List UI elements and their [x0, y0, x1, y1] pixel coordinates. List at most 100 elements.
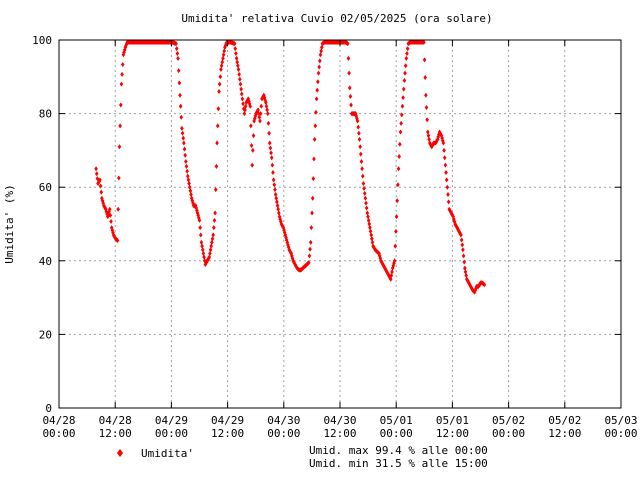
data-point: [360, 173, 365, 179]
data-point: [464, 273, 468, 279]
grid-lines: [59, 40, 621, 408]
data-point: [222, 48, 227, 54]
data-point: [396, 166, 401, 172]
x-tick-date: 04/29: [211, 414, 244, 427]
data-point: [482, 282, 487, 288]
data-point: [362, 185, 366, 191]
data-point: [224, 41, 228, 47]
data-point: [368, 228, 373, 234]
data-point: [186, 177, 191, 183]
data-point: [248, 103, 253, 109]
data-point: [178, 92, 182, 98]
data-point: [179, 114, 184, 120]
data-point: [236, 63, 240, 69]
data-point: [363, 195, 368, 201]
data-point: [277, 210, 281, 216]
data-point: [393, 243, 398, 249]
data-point: [208, 250, 212, 256]
data-point: [199, 239, 204, 245]
data-point: [319, 44, 324, 50]
data-point: [402, 77, 407, 83]
y-tick-label: 100: [32, 34, 52, 47]
data-point: [209, 243, 214, 249]
data-point: [394, 228, 398, 234]
data-point: [446, 192, 450, 198]
data-point: [459, 232, 463, 238]
legend-label: Umidita': [141, 447, 194, 460]
data-point: [474, 285, 478, 291]
x-tick-time: 12:00: [323, 427, 356, 440]
data-point: [366, 214, 370, 220]
data-point: [346, 41, 350, 47]
data-point: [264, 103, 269, 109]
x-tick-date: 04/30: [323, 414, 356, 427]
x-tick-time: 12:00: [548, 427, 581, 440]
data-point: [394, 214, 399, 220]
data-point: [273, 187, 277, 193]
data-point: [207, 254, 212, 260]
legend: Umidita': [117, 447, 194, 460]
x-tick-date: 05/02: [548, 414, 581, 427]
data-point: [239, 91, 244, 97]
data-point: [210, 239, 214, 245]
y-axis-ticks: 0 20 40 60 80 100: [32, 34, 621, 415]
x-tick-date: 05/01: [436, 414, 469, 427]
x-tick-time: 12:00: [99, 427, 132, 440]
data-point: [349, 102, 353, 108]
x-tick-date: 05/03: [604, 414, 637, 427]
data-point: [463, 269, 468, 275]
data-point: [221, 52, 226, 58]
data-point: [446, 199, 451, 205]
data-point: [215, 123, 220, 129]
data-point: [241, 101, 245, 107]
data-point: [251, 133, 256, 139]
data-point: [369, 232, 374, 238]
data-point: [269, 155, 274, 161]
data-point: [267, 130, 271, 136]
data-point: [257, 114, 262, 120]
data-point: [361, 181, 366, 187]
data-point: [318, 58, 322, 64]
data-point: [180, 130, 185, 136]
data-point: [120, 62, 125, 68]
y-tick-label: 20: [39, 328, 52, 341]
data-point: [217, 89, 221, 95]
data-point: [347, 70, 351, 76]
data-point: [181, 135, 186, 141]
data-point: [187, 181, 191, 187]
data-point: [223, 44, 227, 50]
data-point: [216, 106, 221, 112]
data-point: [444, 177, 449, 183]
data-point: [176, 68, 181, 74]
data-point: [201, 250, 206, 256]
data-point: [189, 195, 194, 201]
data-point: [270, 162, 275, 168]
data-point: [274, 195, 279, 201]
data-point: [98, 183, 103, 189]
data-point: [354, 113, 359, 119]
data-point: [273, 192, 278, 198]
data-point: [117, 144, 122, 150]
x-tick-time: 00:00: [42, 427, 75, 440]
data-point: [200, 243, 204, 249]
data-point: [188, 188, 193, 194]
data-point: [362, 190, 367, 196]
data-point: [370, 236, 374, 242]
data-point: [94, 166, 98, 172]
y-tick-label: 60: [39, 181, 52, 194]
data-point: [397, 154, 401, 160]
data-point: [258, 111, 263, 117]
data-point: [313, 123, 318, 129]
data-point: [265, 107, 269, 113]
data-point: [463, 265, 467, 271]
data-point: [396, 182, 400, 188]
data-point: [175, 50, 180, 56]
data-point: [269, 150, 273, 156]
data-point: [459, 237, 464, 243]
data-point: [189, 192, 193, 198]
data-point: [211, 232, 215, 238]
data-point: [364, 200, 368, 206]
data-point: [109, 219, 113, 225]
data-point: [461, 253, 466, 259]
